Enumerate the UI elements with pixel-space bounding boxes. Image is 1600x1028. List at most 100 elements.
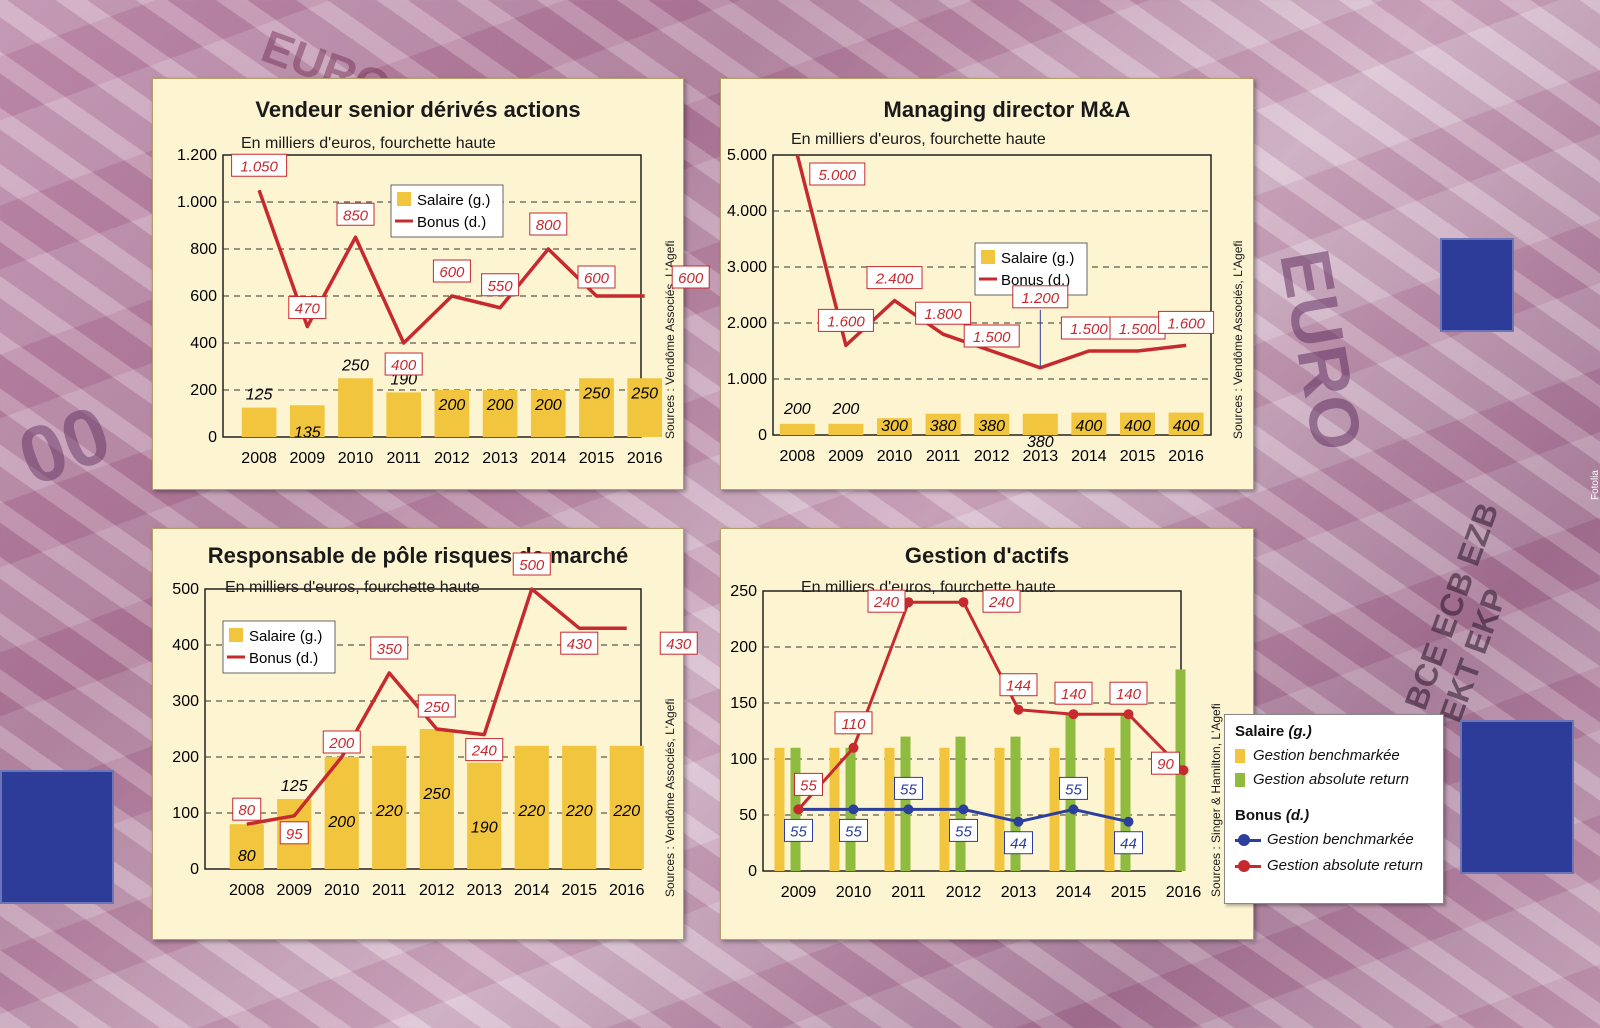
bonus-label-box [982,589,1021,613]
bonus-label-box [512,552,551,576]
x-tick-label: 2013 [1001,884,1037,901]
x-tick-label: 2010 [338,450,374,467]
salaire-label: 125 [246,387,273,404]
bonus-label-box [949,818,978,842]
salaire-label: 190 [390,371,417,388]
salaire-label: 300 [881,418,908,435]
bonus-label: 110 [842,716,867,733]
salaire-label: 135 [294,424,321,441]
bonus-label: 55 [790,823,807,840]
bonus-label: 2.400 [875,271,914,288]
y-tick-label: 3.000 [727,259,767,276]
salaire-label: 250 [582,385,610,402]
bonus-label-box [232,797,262,821]
x-tick-label: 2009 [290,450,326,467]
legend-item-bench: Gestion benchmarkée [1235,747,1400,764]
chart-title: Responsable de pôle risques de marché [207,543,629,568]
bonus-label-box [370,636,409,660]
salaire-bar [467,762,502,869]
bonus-label: 250 [423,699,450,716]
bonus-absolute-point [1178,765,1189,776]
bonus-absolute-point [958,597,969,608]
bench-salaire-bar [774,747,785,871]
x-tick-label: 2014 [1071,448,1107,465]
salaire-label: 200 [327,814,355,831]
legend-bonus-label: Bonus (d.) [417,214,486,231]
chart-gestion: 0 50 100 150 200 250 2009 2010 2011 2012 2013 2014 2… [730,583,1201,901]
bonus-label: 55 [1065,781,1082,798]
bonus-label-box [866,266,923,290]
salaire-bar [324,757,359,869]
bonus-label: 430 [567,636,593,653]
bonus-label-box [336,202,375,226]
x-tick-label: 2016 [609,882,645,899]
legend-bonus-side: (d.) [1285,807,1310,824]
salaire-bar [1120,412,1155,435]
salaire-bar [514,745,549,869]
y-tick-label: 150 [730,695,757,712]
y-tick-label: 50 [739,807,757,824]
legend-label: Gestion absolute return [1253,771,1409,788]
x-tick-label: 2013 [1023,448,1059,465]
salaire-bar [530,390,566,437]
chart-subtitle: En milliers d'euros, fourchette haute [241,135,496,152]
bonus-label: 144 [1006,678,1031,695]
x-tick-label: 2015 [579,450,615,467]
x-tick-label: 2015 [1120,448,1156,465]
bonus-absolute-point [1068,709,1079,720]
y-tick-label: 1.200 [177,147,217,164]
salaire-bar [579,378,614,437]
x-tick-label: 2014 [1056,884,1092,901]
chart-title: Vendeur senior dérivés actions [255,97,581,122]
bonus-label: 1.500 [1119,321,1157,338]
legend-swatch-salaire [397,192,411,206]
chart-vendeur: 0 200 400 600 800 1.000 1.200 2008 2009 2010 2011 2… [177,147,710,467]
bonus-label-box [839,818,868,842]
y-tick-label: 0 [758,427,767,444]
legend-bonus-label: Bonus (d.) [1001,272,1070,289]
photo-credit: Fotolia [1590,470,1600,501]
bonus-absolute-point [1013,704,1024,715]
bonus-label-box [784,818,813,842]
bonus-label: 44 [1010,836,1027,853]
bonus-absolute-point [848,742,859,753]
bonus-label-box [659,631,698,655]
bonus-bench-point [1123,816,1134,827]
y-tick-label: 500 [172,581,199,598]
y-tick-label: 0 [190,861,199,878]
x-tick-label: 2009 [276,882,312,899]
x-tick-label: 2013 [482,450,518,467]
bonus-label: 430 [666,636,692,653]
legend-label: Gestion benchmarkée [1253,747,1400,764]
panel-mna: Managing director M&A En milliers d'euro… [720,78,1254,490]
salaire-label: 200 [783,401,811,418]
bonus-label: 200 [328,735,355,752]
y-tick-label: 0 [208,429,217,446]
bonus-label-box [529,212,568,236]
bonus-absolute-point [793,804,804,815]
salaire-bar [1168,412,1204,435]
salaire-label: 200 [486,397,514,414]
x-tick-label: 2016 [627,450,663,467]
bonus-label: 55 [900,781,917,798]
panel-gestion: Gestion d'actifs En milliers d'euros, fo… [720,528,1254,940]
gestion-legend: Salaire (g.) Gestion benchmarkée Gestion… [1224,714,1444,904]
bonus-label-box [1151,751,1180,775]
x-tick-label: 2010 [877,448,913,465]
y-tick-label: 400 [172,637,199,654]
banknote-text: BCE ECB EZB EKT EKP [1397,497,1514,727]
legend-salaire-head: Salaire (g.) [1235,723,1312,740]
salaire-label: 200 [438,397,466,414]
legend-item-bonus-bench: Gestion benchmarkée [1235,831,1414,848]
bonus-label-box [1012,285,1069,309]
bonus-line [246,587,627,826]
bonus-label-box [465,738,504,762]
salaire-bar [419,729,454,869]
bonus-label-box [577,265,616,289]
bonus-label: 240 [873,594,900,611]
absolute-salaire-bar [1010,736,1021,871]
bonus-label-box [1059,776,1088,800]
bonus-label: 470 [295,301,321,318]
bonus-label: 1.050 [240,158,278,175]
legend-salaire-label: Salaire (g.) [1001,250,1074,267]
